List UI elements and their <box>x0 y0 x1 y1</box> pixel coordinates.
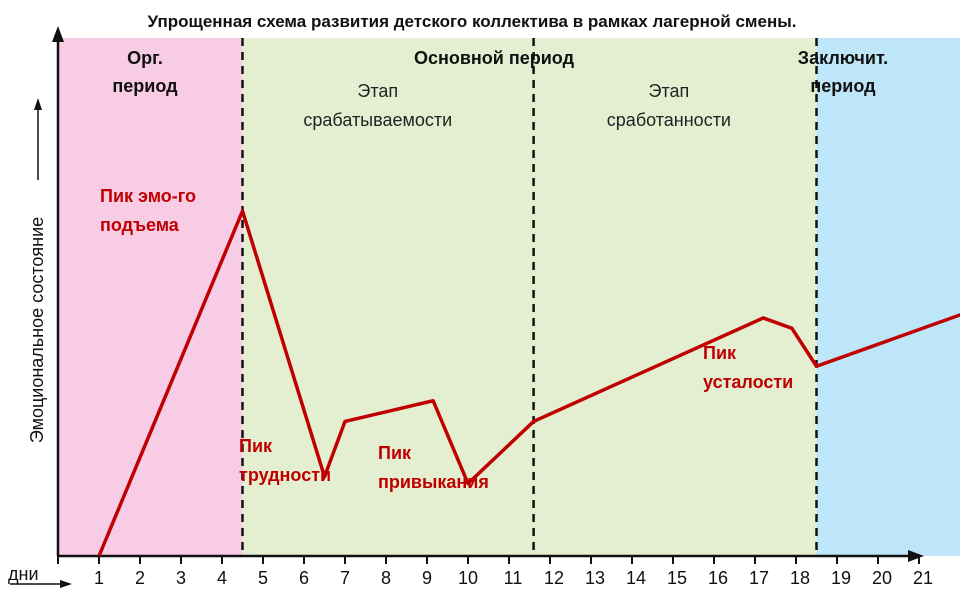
x-tick-label: 14 <box>626 568 646 588</box>
period-band <box>242 38 817 556</box>
x-tick-label: 19 <box>831 568 851 588</box>
period-label-final: Заключит. период <box>798 48 888 96</box>
x-tick-label: 17 <box>749 568 769 588</box>
stage-labels: Этап срабатываемости Этап сработанности <box>303 81 731 130</box>
peak-annotation: Пик эмо-го подъема <box>100 186 196 235</box>
series <box>97 209 960 557</box>
x-axis-label: дни <box>8 564 39 584</box>
peak-annotation: Пик привыкания <box>378 443 489 492</box>
period-bands <box>58 38 960 556</box>
x-tick-label: 10 <box>458 568 478 588</box>
x-tick-label: 1 <box>94 568 104 588</box>
annotations: Пик эмо-го подъема Пик трудности Пик привыкан… <box>100 186 793 492</box>
x-axis-arrow-icon <box>908 550 924 562</box>
x-ticks: 1 2 3 4 5 6 7 8 9 10 11 12 13 14 15 16 17 18 19 20 21 <box>57 556 933 588</box>
x-tick-label: 16 <box>708 568 728 588</box>
axes <box>10 26 924 588</box>
x-tick-label: 11 <box>504 568 523 588</box>
stage-label: Этап срабатываемости <box>303 81 452 130</box>
x-tick-label: 18 <box>790 568 810 588</box>
y-axis-label-group: Эмоциональное состояние <box>27 217 47 443</box>
period-label-main: Основной период <box>414 48 575 68</box>
x-tick-label: 12 <box>544 568 564 588</box>
peak-annotation: Пик усталости <box>703 343 793 392</box>
x-tick-label: 5 <box>258 568 268 588</box>
x-tick-label: 15 <box>667 568 687 588</box>
period-band <box>58 38 243 556</box>
x-tick-label: 4 <box>217 568 227 588</box>
x-tick-label: 3 <box>176 568 186 588</box>
period-band <box>816 38 960 556</box>
x-tick-label: 7 <box>340 568 350 588</box>
x-tick-label: 9 <box>422 568 432 588</box>
x-tick-label: 21 <box>913 568 933 588</box>
period-boundaries <box>241 38 818 556</box>
series-line <box>97 209 960 557</box>
peak-annotation: Пик трудности <box>239 436 331 485</box>
x-tick-label: 8 <box>381 568 391 588</box>
period-labels: Орг. период Основной период Заключит. период <box>112 48 888 96</box>
y-axis-arrow-icon <box>52 26 64 42</box>
x-label-arrow-icon <box>60 580 72 588</box>
stage-label: Этап сработанности <box>607 81 731 130</box>
y-axis-label: Эмоциональное состояние <box>27 217 47 443</box>
x-tick-label: 6 <box>299 568 309 588</box>
y-label-arrow-icon <box>34 98 42 110</box>
chart-title: Упрощенная схема развития детского колле… <box>148 12 797 31</box>
x-tick-label: 20 <box>872 568 892 588</box>
x-tick-label: 2 <box>135 568 145 588</box>
period-label-org: Орг. период <box>112 48 178 96</box>
x-tick-label: 13 <box>585 568 605 588</box>
